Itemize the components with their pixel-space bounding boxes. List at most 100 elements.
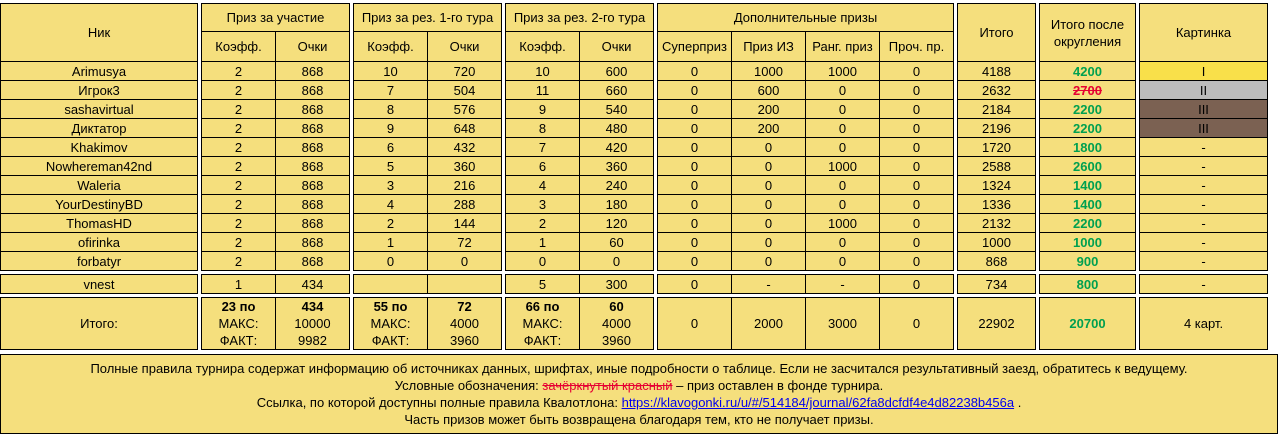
player-nick: Khakimov bbox=[0, 137, 198, 157]
column-gap bbox=[197, 297, 202, 350]
player-row: ofirinka 2 868 1 72 1 60 0 0 0 0 1000 1000- bbox=[0, 232, 1268, 252]
column-gap bbox=[1035, 80, 1040, 100]
prize-value: 868 bbox=[275, 137, 350, 157]
column-gap bbox=[197, 274, 202, 294]
column-gap bbox=[349, 99, 354, 119]
column-gap bbox=[953, 213, 958, 233]
picture-cell: III bbox=[1139, 99, 1268, 119]
totals-body: Итого: 23 по МАКС: ФАКТ: 434 10000 9982 … bbox=[0, 297, 1268, 350]
player-row: Khakimov 2 868 6 432 7 420 0 0 0 0 1720 1800- bbox=[0, 137, 1268, 157]
column-gap bbox=[1035, 137, 1040, 157]
rules-link[interactable]: https://klavogonki.ru/u/#/514184/journal… bbox=[621, 395, 1015, 410]
header-superprize: Суперприз bbox=[657, 31, 732, 62]
row-gap-cell bbox=[0, 270, 1268, 275]
prize-value: 200 bbox=[731, 118, 806, 138]
column-gap bbox=[653, 3, 658, 62]
prize-value: 0 bbox=[505, 251, 580, 271]
column-gap bbox=[1135, 297, 1140, 350]
player-row: forbatyr 2 868 0 0 0 0 0 0 0 0 868 900- bbox=[0, 251, 1268, 271]
prize-value: 868 bbox=[275, 80, 350, 100]
prize-value: 868 bbox=[275, 194, 350, 214]
column-gap bbox=[653, 99, 658, 119]
header-other-prize: Проч. пр. bbox=[879, 31, 954, 62]
column-gap bbox=[349, 175, 354, 195]
header-coeff: Коэфф. bbox=[353, 31, 428, 62]
prize-value: 2 bbox=[201, 61, 276, 81]
prize-value: 868 bbox=[275, 61, 350, 81]
column-gap bbox=[501, 61, 506, 81]
totals-line: 4000 bbox=[602, 316, 631, 331]
column-gap bbox=[1135, 61, 1140, 81]
prize-value: 576 bbox=[427, 99, 502, 119]
column-gap bbox=[501, 137, 506, 157]
picture-cell: - bbox=[1139, 274, 1268, 294]
prize-value: 434 bbox=[275, 274, 350, 294]
prize-value: 0 bbox=[657, 99, 732, 119]
prize-value: 8 bbox=[353, 99, 428, 119]
column-gap bbox=[653, 175, 658, 195]
picture-cell: - bbox=[1139, 232, 1268, 252]
prize-value: 480 bbox=[579, 118, 654, 138]
column-gap bbox=[349, 194, 354, 214]
prize-value: 180 bbox=[579, 194, 654, 214]
prize-value: 2 bbox=[201, 137, 276, 157]
column-gap bbox=[197, 118, 202, 138]
prize-value: 7 bbox=[353, 80, 428, 100]
prize-value: 0 bbox=[805, 80, 880, 100]
row-gap-cell bbox=[0, 293, 1268, 298]
header-group-tour1: Приз за рез. 1-го тура bbox=[353, 3, 502, 32]
column-gap bbox=[1035, 3, 1040, 62]
column-gap bbox=[197, 156, 202, 176]
row-total-rounded: 2200 bbox=[1039, 99, 1136, 119]
header-nick: Ник bbox=[0, 3, 198, 62]
column-gap bbox=[349, 156, 354, 176]
column-gap bbox=[349, 274, 354, 294]
column-gap bbox=[1135, 118, 1140, 138]
totals-participation-points: 434 10000 9982 bbox=[275, 297, 350, 350]
prize-value: 0 bbox=[731, 156, 806, 176]
column-gap bbox=[1135, 99, 1140, 119]
column-gap bbox=[1135, 232, 1140, 252]
player-nick: Nowhereman42nd bbox=[0, 156, 198, 176]
totals-tour1-coeff: 55 по МАКС: ФАКТ: bbox=[353, 297, 428, 350]
totals-line: 66 по bbox=[525, 299, 560, 314]
prize-value: 5 bbox=[353, 156, 428, 176]
prize-value: 6 bbox=[353, 137, 428, 157]
column-gap bbox=[501, 3, 506, 62]
player-row: vnest 1 434 5 300 0- -0 734 800- bbox=[0, 274, 1268, 294]
totals-line: 72 bbox=[457, 299, 472, 314]
header-coeff: Коэфф. bbox=[505, 31, 580, 62]
column-gap bbox=[653, 213, 658, 233]
prize-value: 5 bbox=[505, 274, 580, 294]
section-gap bbox=[0, 293, 1268, 298]
prize-value: 432 bbox=[427, 137, 502, 157]
prize-value: 0 bbox=[879, 137, 954, 157]
prize-value: 868 bbox=[275, 99, 350, 119]
column-gap bbox=[953, 156, 958, 176]
header-row-groups: Ник Приз за участие Приз за рез. 1-го ту… bbox=[0, 3, 1268, 62]
column-gap bbox=[197, 213, 202, 233]
column-gap bbox=[197, 61, 202, 81]
row-total: 2196 bbox=[957, 118, 1036, 138]
prize-value: 200 bbox=[731, 99, 806, 119]
picture-cell: - bbox=[1139, 251, 1268, 271]
row-total-rounded: 4200 bbox=[1039, 61, 1136, 81]
prize-value: 0 bbox=[731, 137, 806, 157]
section-gap bbox=[0, 270, 1268, 275]
prize-value: 2 bbox=[201, 118, 276, 138]
column-gap bbox=[953, 3, 958, 62]
header-points: Очки bbox=[579, 31, 654, 62]
header-rank-prize: Ранг. приз bbox=[805, 31, 880, 62]
row-total: 4188 bbox=[957, 61, 1036, 81]
prize-value: 1 bbox=[505, 232, 580, 252]
column-gap bbox=[1035, 118, 1040, 138]
totals-line: МАКС: bbox=[370, 316, 411, 331]
footer-line-rules: Полные правила турнира содержат информац… bbox=[90, 361, 1188, 376]
prize-value: 6 bbox=[505, 156, 580, 176]
totals-line: 9982 bbox=[298, 333, 327, 348]
player-row: Nowhereman42nd 2 868 5 360 6 360 0 0 1000 0 2588 260… bbox=[0, 156, 1268, 176]
player-row: Диктатор 2 868 9 648 8 480 0 200 0 0 2196 2200 III bbox=[0, 118, 1268, 138]
player-row: Arimusya 2 868 10 720 10 600 0 1000 1000 0 4188 4200… bbox=[0, 61, 1268, 81]
totals-tour2-coeff: 66 по МАКС: ФАКТ: bbox=[505, 297, 580, 350]
prize-value: 868 bbox=[275, 232, 350, 252]
